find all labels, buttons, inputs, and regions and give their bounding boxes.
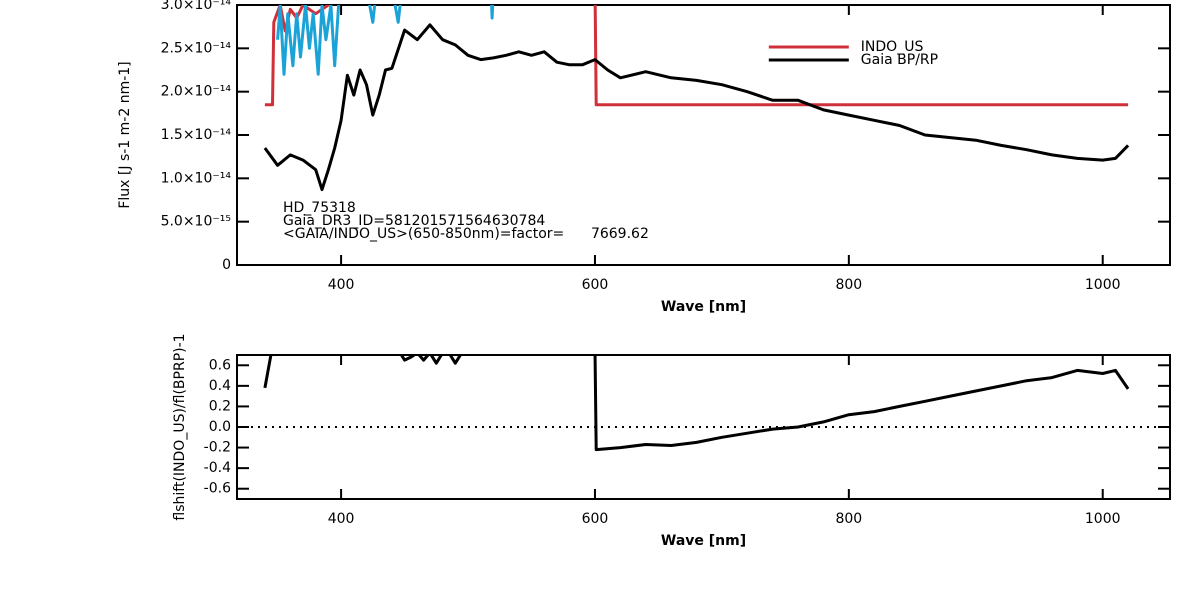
y-axis-label: flshift(INDO_US)/fl(BPRP)-1 <box>172 333 188 520</box>
plot-area <box>237 355 1170 452</box>
x-axis-label: Wave [nm] <box>661 299 746 315</box>
y-tick-label: 2.5×10⁻¹⁴ <box>161 40 232 56</box>
series-line <box>263 23 1130 192</box>
plot-frame <box>236 354 1171 500</box>
y-axis-label: Flux [J s-1 m-2 nm-1] <box>117 61 133 208</box>
y-tick-label: 0.2 <box>209 398 231 414</box>
legend-label: Gaia BP/RP <box>861 52 938 68</box>
x-tick-label: 400 <box>328 277 355 293</box>
x-tick-label: 600 <box>582 511 609 527</box>
y-tick-label: 3.0×10⁻¹⁴ <box>161 0 232 13</box>
y-tick-label: 1.5×10⁻¹⁴ <box>161 127 232 143</box>
annotation: HD_75318 <box>283 200 356 216</box>
y-tick-label: 5.0×10⁻¹⁵ <box>161 214 231 230</box>
x-axis-label: Wave [nm] <box>661 533 746 549</box>
x-tick-label: 400 <box>328 511 355 527</box>
x-tick-label: 600 <box>582 277 609 293</box>
y-tick-label: -0.6 <box>204 481 231 497</box>
y-tick-label: 0 <box>222 257 231 273</box>
y-tick-label: 0.4 <box>209 378 231 394</box>
y-tick-label: -0.2 <box>204 440 231 456</box>
annotation: <GAIA/INDO_US>(650-850nm)=factor= 7669.6… <box>283 226 649 242</box>
x-tick-label: 1000 <box>1085 511 1121 527</box>
x-tick-label: 1000 <box>1085 277 1121 293</box>
series-line <box>264 5 1129 107</box>
annotation: Gaia_DR3_ID=581201571564630784 <box>283 213 545 229</box>
x-tick-label: 800 <box>835 277 862 293</box>
y-tick-label: 1.0×10⁻¹⁴ <box>161 170 232 186</box>
plot-area <box>263 5 1130 192</box>
y-tick-label: -0.4 <box>204 460 231 476</box>
series-line <box>263 355 1130 452</box>
x-tick-label: 800 <box>835 511 862 527</box>
y-tick-label: 0.0 <box>209 419 231 435</box>
legend-label: INDO_US <box>861 39 924 55</box>
series-line <box>276 5 495 76</box>
y-tick-label: 2.0×10⁻¹⁴ <box>161 84 232 100</box>
y-tick-label: 0.6 <box>209 357 231 373</box>
